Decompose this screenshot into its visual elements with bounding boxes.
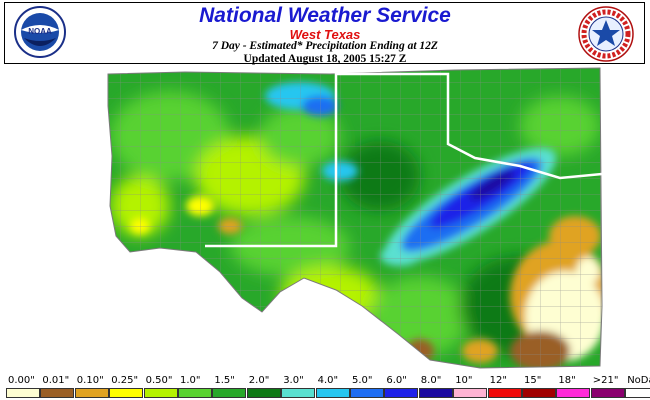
legend-label: NoData (627, 375, 650, 386)
legend-swatch (453, 388, 488, 398)
legend-label: 4.0" (317, 375, 339, 386)
legend-label: 15" (524, 375, 542, 386)
legend-swatch (625, 388, 650, 398)
legend-label: 0.01" (42, 375, 70, 386)
legend-label: 12" (489, 375, 507, 386)
legend-swatch (384, 388, 419, 398)
region-outline (107, 67, 603, 369)
legend-label: 18" (558, 375, 576, 386)
legend-label: >21" (592, 375, 619, 386)
precipitation-map (107, 67, 603, 369)
legend-swatch (556, 388, 591, 398)
legend-swatch (487, 388, 522, 398)
page-title: National Weather Service (199, 4, 451, 27)
legend-label: 2.0" (248, 375, 270, 386)
svg-text:NOAA: NOAA (28, 27, 52, 36)
legend-swatch (590, 388, 625, 398)
map-header: NOAA National Weather Service West Texas… (0, 0, 650, 66)
legend-swatch (6, 388, 40, 398)
legend-label: 8.0" (420, 375, 442, 386)
legend-swatch (315, 388, 350, 398)
legend-swatch (522, 388, 556, 398)
nws-logo-icon (578, 6, 634, 62)
region-title: West Texas (289, 27, 361, 42)
legend-swatch (350, 388, 384, 398)
updated-timestamp: Updated August 18, 2005 15:27 Z (243, 53, 407, 65)
legend-swatch (109, 388, 144, 398)
legend-swatch (418, 388, 453, 398)
product-subtitle: 7 Day - Estimated* Precipitation Ending … (212, 40, 438, 52)
legend-label: 0.50" (145, 375, 173, 386)
legend-label: 5.0" (352, 375, 373, 386)
legend-swatch (212, 388, 247, 398)
legend-swatch (74, 388, 109, 398)
precip-field (108, 68, 602, 368)
legend-swatch (178, 388, 212, 398)
legend-label: 0.00" (8, 375, 35, 386)
legend-swatch (143, 388, 178, 398)
legend-label: 0.10" (76, 375, 104, 386)
header-frame (4, 2, 645, 64)
precip-legend: 0.00" 0.01" 0.10" 0.25" 0.50" 1.0" 1.5" 2.0" 3.0… (0, 372, 650, 400)
legend-label: 6.0" (386, 375, 407, 386)
legend-label: 3.0" (283, 375, 304, 386)
legend-label: 10" (455, 375, 473, 386)
noaa-logo-icon: NOAA (14, 6, 66, 58)
legend-swatch (246, 388, 281, 398)
legend-label: 0.25" (111, 375, 139, 386)
legend-swatch (281, 388, 316, 398)
legend-swatch (40, 388, 75, 398)
legend-label: 1.5" (214, 375, 235, 386)
state-boundary-lines (205, 72, 603, 248)
legend-label: 1.0" (180, 375, 201, 386)
